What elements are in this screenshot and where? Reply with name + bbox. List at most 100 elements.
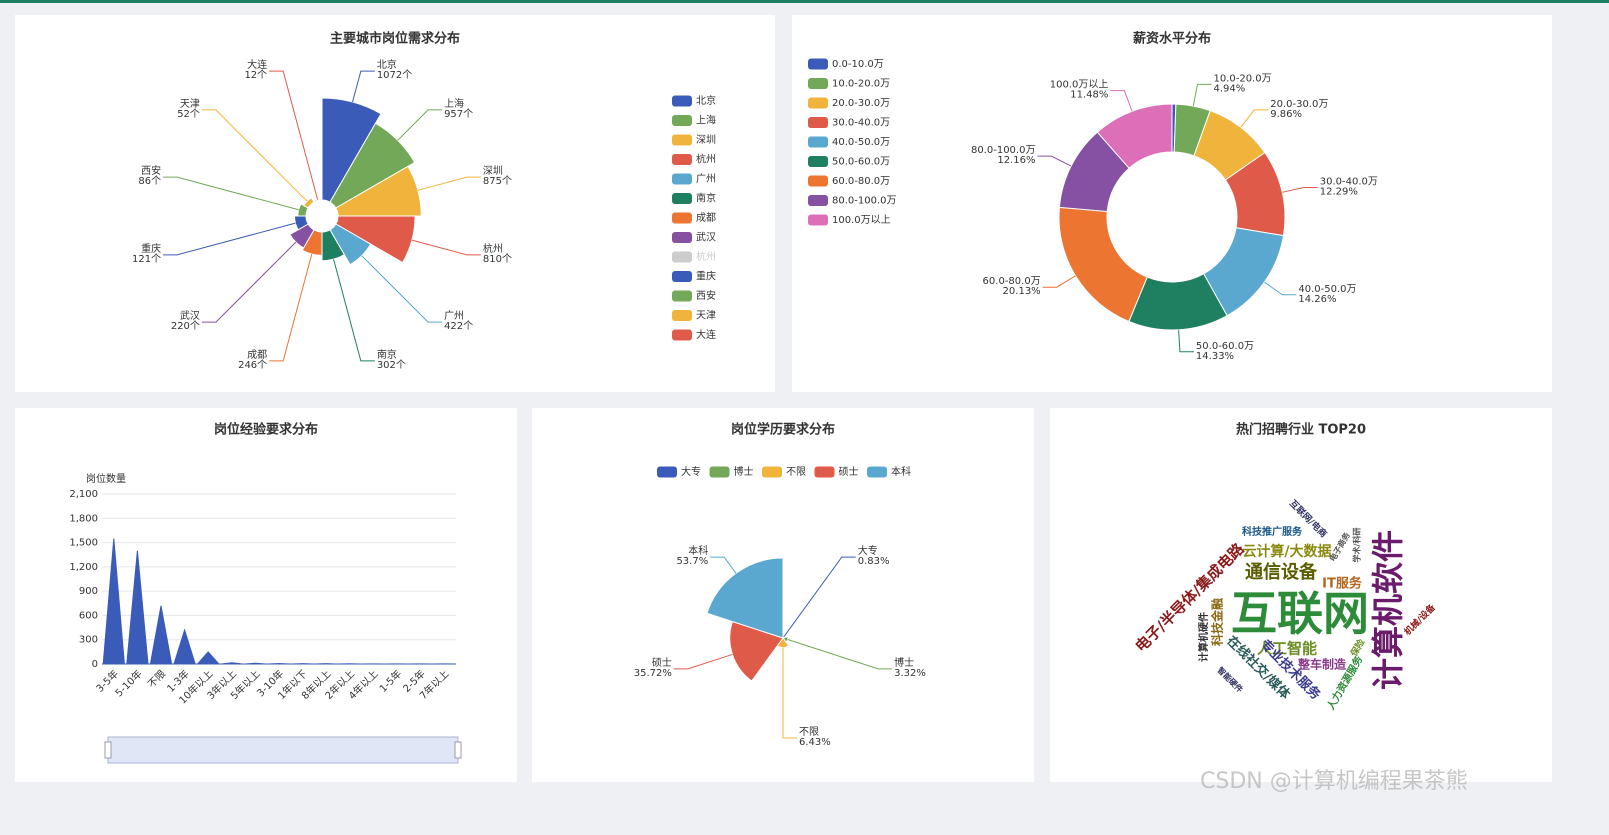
y-tick-label: 900 xyxy=(79,586,98,597)
legend-label: 武汉 xyxy=(696,231,716,244)
legend-label: 80.0-100.0万 xyxy=(832,196,897,207)
legend-swatch xyxy=(808,195,828,206)
word: 计算机硬件 xyxy=(1197,612,1210,662)
label-line xyxy=(397,109,443,141)
label-line xyxy=(787,639,893,670)
label-line xyxy=(1178,329,1194,353)
legend-label: 杭州 xyxy=(696,153,716,166)
legend-swatch xyxy=(808,156,828,167)
word: 互联网 xyxy=(1231,587,1369,641)
panel xyxy=(792,15,1552,392)
label-line xyxy=(1042,275,1076,288)
data-label: 53.7% xyxy=(676,556,708,567)
legend-label: 博士 xyxy=(734,465,754,478)
legend-swatch xyxy=(672,251,692,263)
chart-title: 岗位经验要求分布 xyxy=(214,422,318,438)
legend-swatch xyxy=(808,97,828,109)
data-label: 52个 xyxy=(177,108,200,120)
legend-label: 大连 xyxy=(696,328,716,341)
y-tick-label: 0 xyxy=(92,659,98,670)
data-label-name: 南京 xyxy=(377,348,397,361)
panel xyxy=(1050,408,1552,782)
word: 学术/科研 xyxy=(1352,528,1362,563)
legend-swatch xyxy=(808,175,828,187)
label-line xyxy=(163,176,299,211)
label-line xyxy=(201,241,297,323)
legend-swatch xyxy=(672,290,692,302)
data-label: 9.86% xyxy=(1270,109,1302,120)
chart-title: 热门招聘行业 TOP20 xyxy=(1236,422,1366,438)
word: 人工智能 xyxy=(1257,640,1317,658)
legend-swatch xyxy=(709,466,730,478)
data-label-name: 大连 xyxy=(247,58,267,71)
data-label-name: 深圳 xyxy=(483,165,503,177)
label-line xyxy=(710,556,737,574)
data-label-name: 广州 xyxy=(444,310,464,322)
data-label-name: 50.0-60.0万 xyxy=(1196,341,1254,352)
data-label: 20.13% xyxy=(1003,286,1041,297)
data-label-name: 10.0-20.0万 xyxy=(1213,73,1271,84)
legend-swatch xyxy=(672,173,692,185)
data-label: 14.33% xyxy=(1196,351,1234,362)
legend-swatch xyxy=(808,78,828,89)
legend-label: 西安 xyxy=(696,289,716,302)
zoom-handle[interactable] xyxy=(454,741,462,759)
word: 通信设备 xyxy=(1245,561,1318,583)
data-label: 11.48% xyxy=(1070,90,1108,101)
chart-title: 主要城市岗位需求分布 xyxy=(330,31,460,47)
legend-label: 0.0-10.0万 xyxy=(832,59,884,70)
legend-swatch xyxy=(672,154,692,165)
data-label: 246个 xyxy=(238,359,267,371)
label-line xyxy=(352,70,375,103)
legend-label: 100.0万以上 xyxy=(832,214,891,226)
data-label-name: 本科 xyxy=(688,544,708,557)
data-label: 0.83% xyxy=(858,556,890,567)
legend-label: 成都 xyxy=(696,212,716,224)
label-line xyxy=(1240,109,1269,128)
word: 云计算/大数据 xyxy=(1242,543,1331,560)
label-line xyxy=(1282,187,1318,193)
legend-label: 10.0-20.0万 xyxy=(832,79,890,90)
legend-label: 深圳 xyxy=(696,134,716,146)
data-label: 422个 xyxy=(444,320,473,332)
label-line xyxy=(333,259,375,362)
legend-swatch xyxy=(672,329,692,341)
label-line xyxy=(269,253,313,362)
data-label-name: 硕士 xyxy=(652,656,672,669)
top-strip xyxy=(0,0,1609,3)
word: 计算机软件 xyxy=(1369,530,1407,690)
legend-swatch xyxy=(672,95,692,107)
y-tick-label: 300 xyxy=(79,635,98,646)
y-tick-label: 2,100 xyxy=(69,489,98,500)
legend-label: 重庆 xyxy=(696,270,716,283)
data-label: 14.26% xyxy=(1298,294,1336,305)
label-line xyxy=(411,239,481,256)
area xyxy=(102,538,455,665)
legend-label: 本科 xyxy=(891,465,911,478)
legend-label: 硕士 xyxy=(839,465,859,478)
rose-slice xyxy=(335,165,422,217)
data-label: 12.29% xyxy=(1320,187,1358,198)
rose-slice xyxy=(321,97,382,203)
data-label: 1072个 xyxy=(377,69,412,81)
zoom-handle[interactable] xyxy=(104,741,112,759)
legend-swatch xyxy=(762,466,782,478)
label-line xyxy=(783,556,856,638)
data-label-name: 北京 xyxy=(377,58,397,71)
chart-title: 岗位学历要求分布 xyxy=(731,422,835,438)
legend-label: 大专 xyxy=(681,465,701,478)
data-label-name: 博士 xyxy=(894,656,914,669)
legend-label: 南京 xyxy=(696,192,716,205)
donut-slice xyxy=(1096,103,1173,169)
legend-swatch xyxy=(672,193,692,204)
data-label-name: 成都 xyxy=(247,349,267,361)
legend-label: 广州 xyxy=(696,173,716,185)
label-line xyxy=(1264,281,1297,296)
zoom-slider[interactable] xyxy=(107,736,459,764)
data-label-name: 上海 xyxy=(444,97,464,110)
data-label-name: 40.0-50.0万 xyxy=(1298,284,1356,295)
data-label-name: 20.0-30.0万 xyxy=(1270,99,1328,110)
legend-swatch xyxy=(867,466,887,478)
word: 科技金融 xyxy=(1210,598,1225,646)
